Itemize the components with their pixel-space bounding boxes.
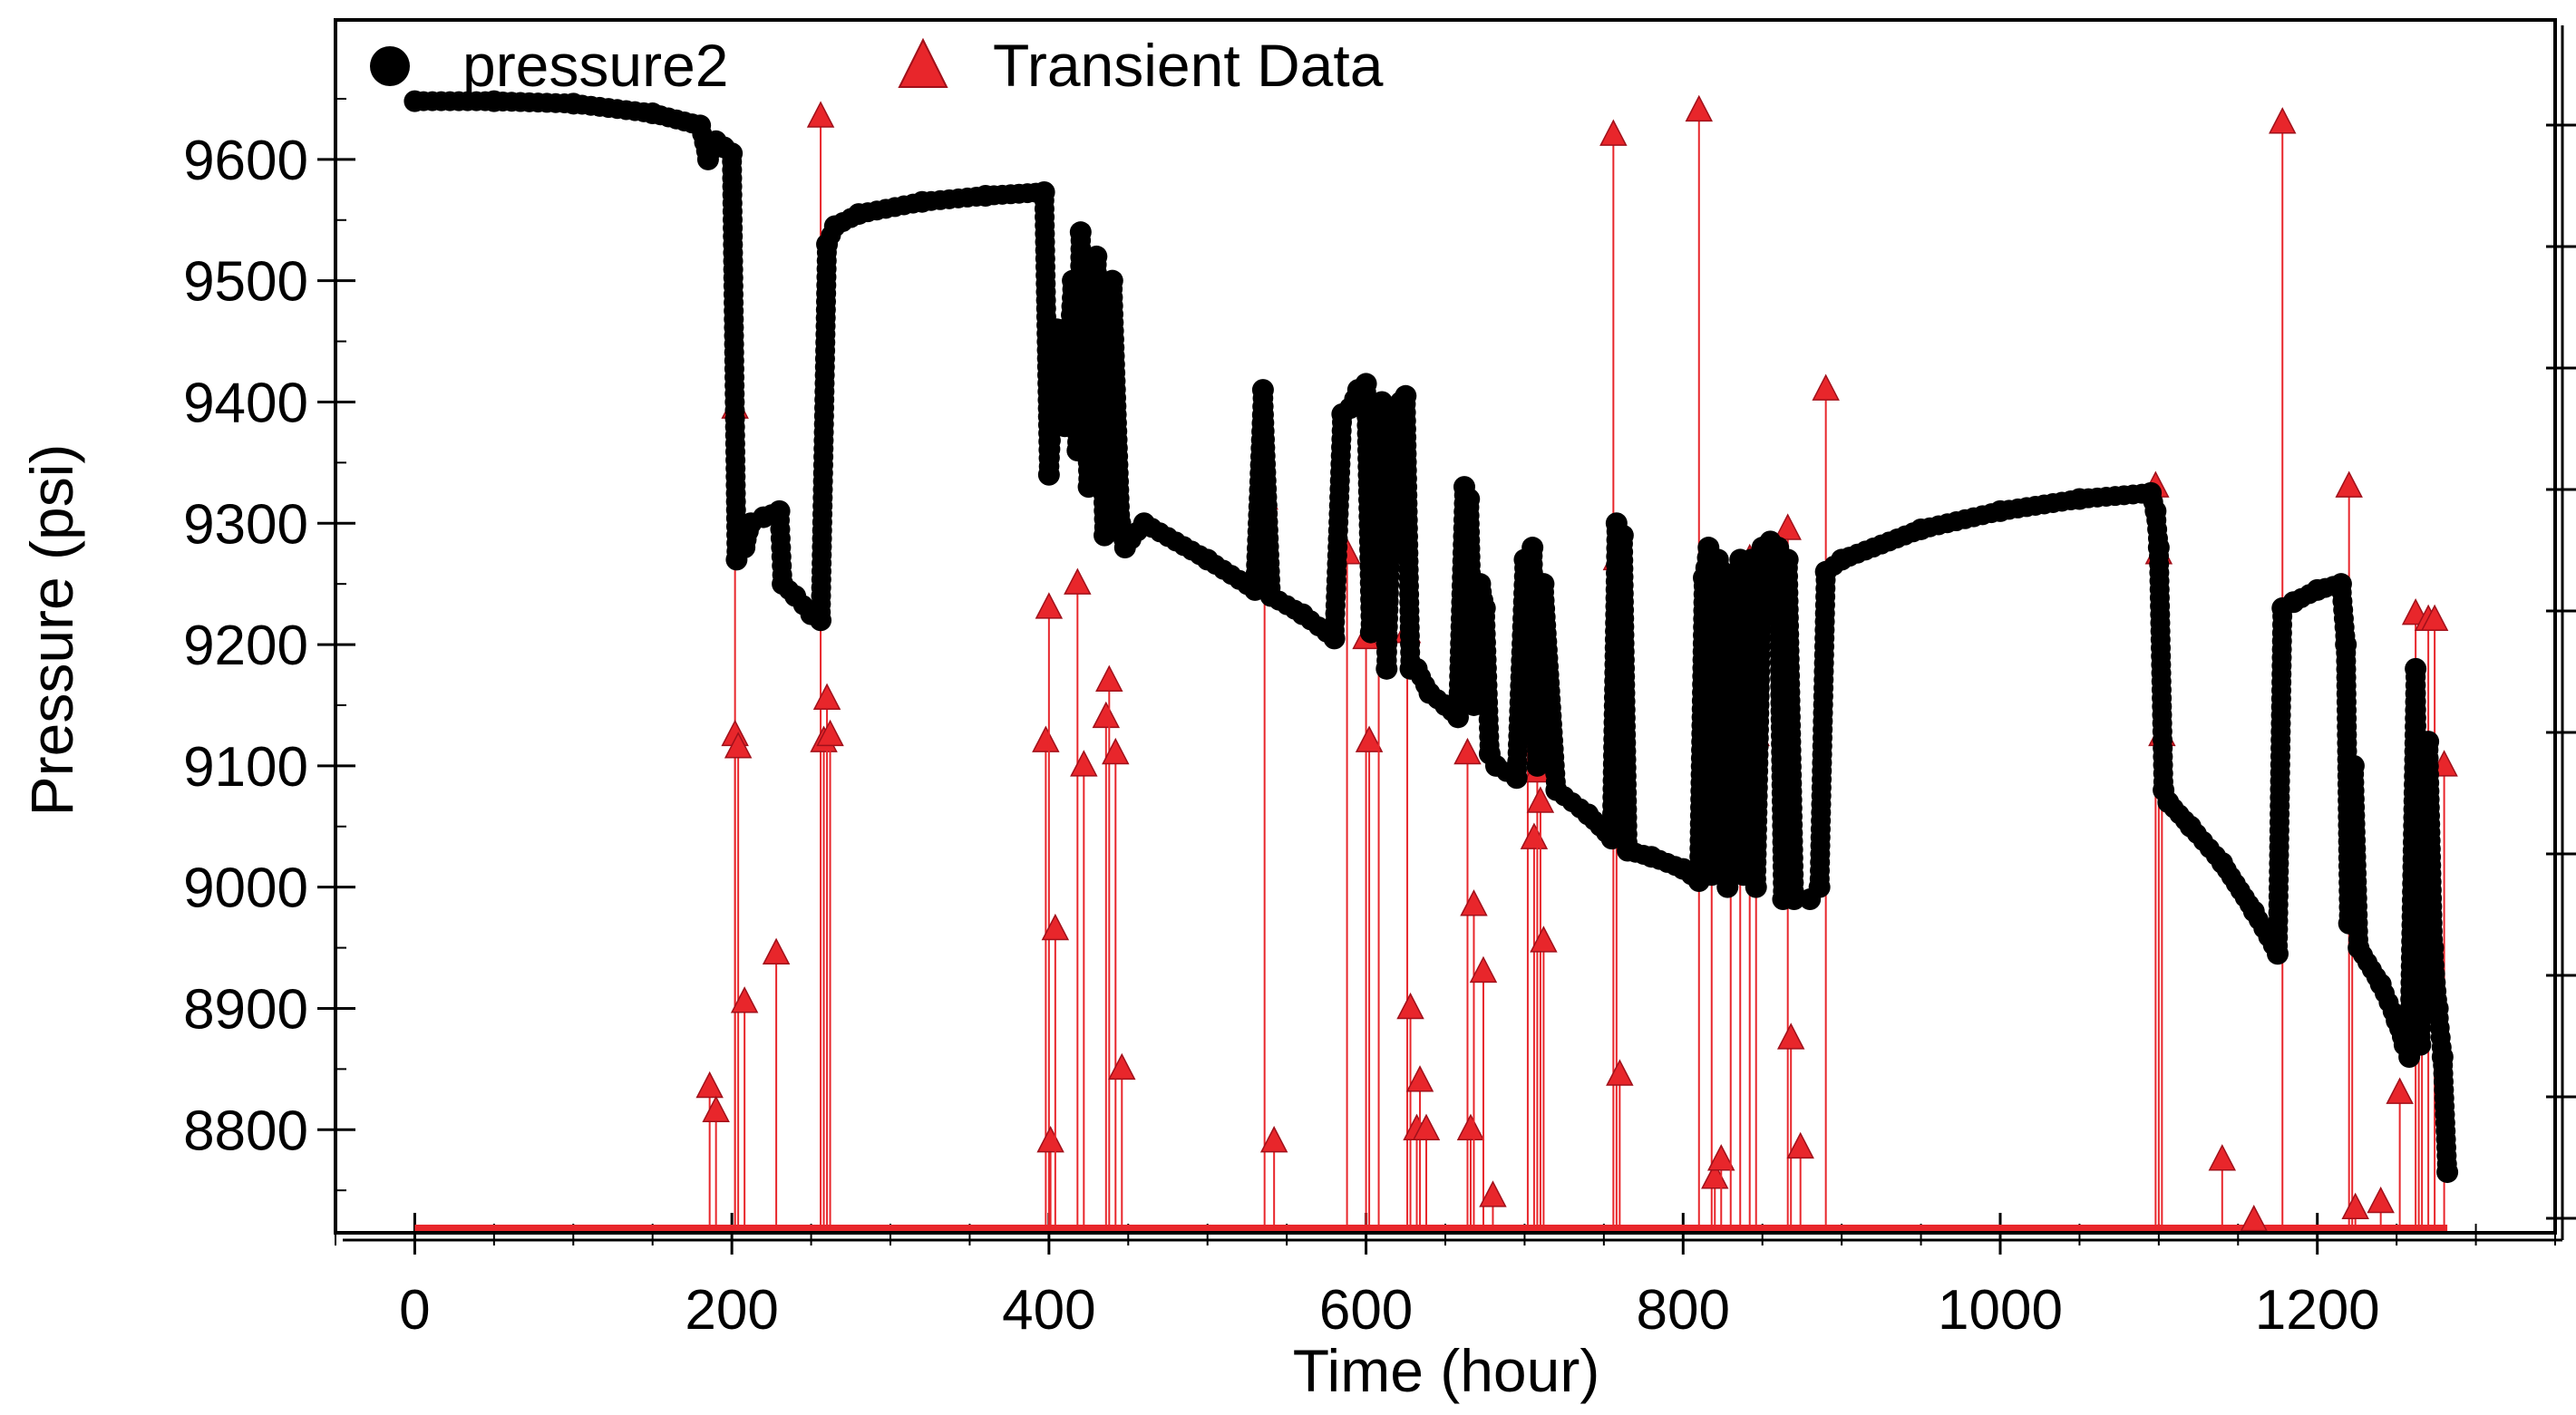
x-axis-title: Time (hour) (1293, 1337, 1600, 1404)
legend-transient-marker (898, 37, 948, 88)
transient-point (702, 1095, 730, 1122)
transient-point (2341, 1192, 2369, 1219)
transient-point (2269, 107, 2297, 134)
x-tick-label: 800 (1637, 1279, 1730, 1342)
y-tick-label: 9100 (183, 736, 308, 799)
legend-pressure-marker (370, 46, 410, 86)
transient-point (1035, 592, 1064, 619)
transient-point (1036, 1126, 1064, 1153)
x-tick-label: 0 (399, 1279, 430, 1342)
transient-point (1460, 889, 1488, 916)
transient-point (2386, 1077, 2414, 1104)
transient-point (1479, 1180, 1507, 1207)
transient-point (1606, 1059, 1634, 1086)
transient-point (1453, 737, 1482, 765)
transient-point (1355, 725, 1384, 752)
tick-labels: 0 200 400 600 800 1000 1200 8800 8900 9000 9100 920… (183, 130, 2380, 1342)
transient-point (1685, 94, 1714, 122)
y-tick-label: 9600 (183, 130, 308, 192)
transient-point (816, 719, 844, 747)
transient-point (1396, 992, 1424, 1020)
legend-label-transient: Transient Data (993, 32, 1384, 99)
transient-point (1041, 913, 1070, 941)
x-tick-label: 1200 (2255, 1279, 2380, 1342)
y-tick-label: 9000 (183, 858, 308, 920)
transient-point (1092, 701, 1121, 729)
transient-point (2208, 1144, 2237, 1171)
transient-point (1108, 1052, 1136, 1081)
transient-point (1599, 119, 1628, 146)
y-tick-label: 8900 (183, 978, 308, 1041)
transient-point (695, 1071, 724, 1099)
transient-point (2420, 604, 2449, 632)
y-tick-label: 9500 (183, 251, 308, 314)
x-tick-label: 600 (1319, 1279, 1413, 1342)
y-tick-label: 9200 (183, 615, 308, 677)
transient-point (2335, 470, 2363, 498)
transient-point (1412, 1113, 1441, 1141)
transient-point (1259, 1126, 1288, 1153)
pressure-point (2436, 1161, 2459, 1184)
pressure-series (403, 90, 2459, 1184)
transient-point (724, 732, 753, 759)
transient-point (806, 101, 835, 128)
x-tick-label: 400 (1002, 1279, 1095, 1342)
x-tick-label: 1000 (1938, 1279, 2063, 1342)
legend-label-pressure: pressure2 (462, 32, 729, 99)
transient-point (1102, 737, 1130, 765)
y-tick-label: 9300 (183, 493, 308, 556)
x-tick-label: 200 (685, 1279, 778, 1342)
transient-point (1530, 926, 1558, 953)
y-axis-title: Pressure (psi) (18, 444, 85, 817)
transient-point (730, 986, 759, 1013)
transient-point (1812, 373, 1840, 401)
transient-point (1070, 750, 1098, 777)
pressure-point (1783, 888, 1805, 911)
transient-point (1526, 786, 1555, 813)
axes (334, 18, 2564, 1242)
transient-point (2240, 1204, 2269, 1232)
transient-point (1469, 955, 1498, 984)
transient-point (1707, 1144, 1735, 1171)
transient-point (1776, 1022, 1805, 1050)
transient-point (2367, 1186, 2395, 1214)
transient-point (1095, 664, 1123, 692)
transient-point (1032, 725, 1060, 752)
transient-point (1405, 1065, 1434, 1092)
transient-point (812, 683, 841, 711)
transient-point (1786, 1131, 1814, 1159)
y-tick-label: 9400 (183, 372, 308, 434)
transient-point (762, 937, 791, 965)
plot-frame (334, 18, 2557, 1235)
y-tick-label: 8800 (183, 1100, 308, 1162)
transient-point (1774, 513, 1802, 540)
transient-point (1064, 567, 1092, 595)
transient-point (1456, 1113, 1485, 1141)
legend: pressure2 Transient Data (370, 32, 1384, 99)
